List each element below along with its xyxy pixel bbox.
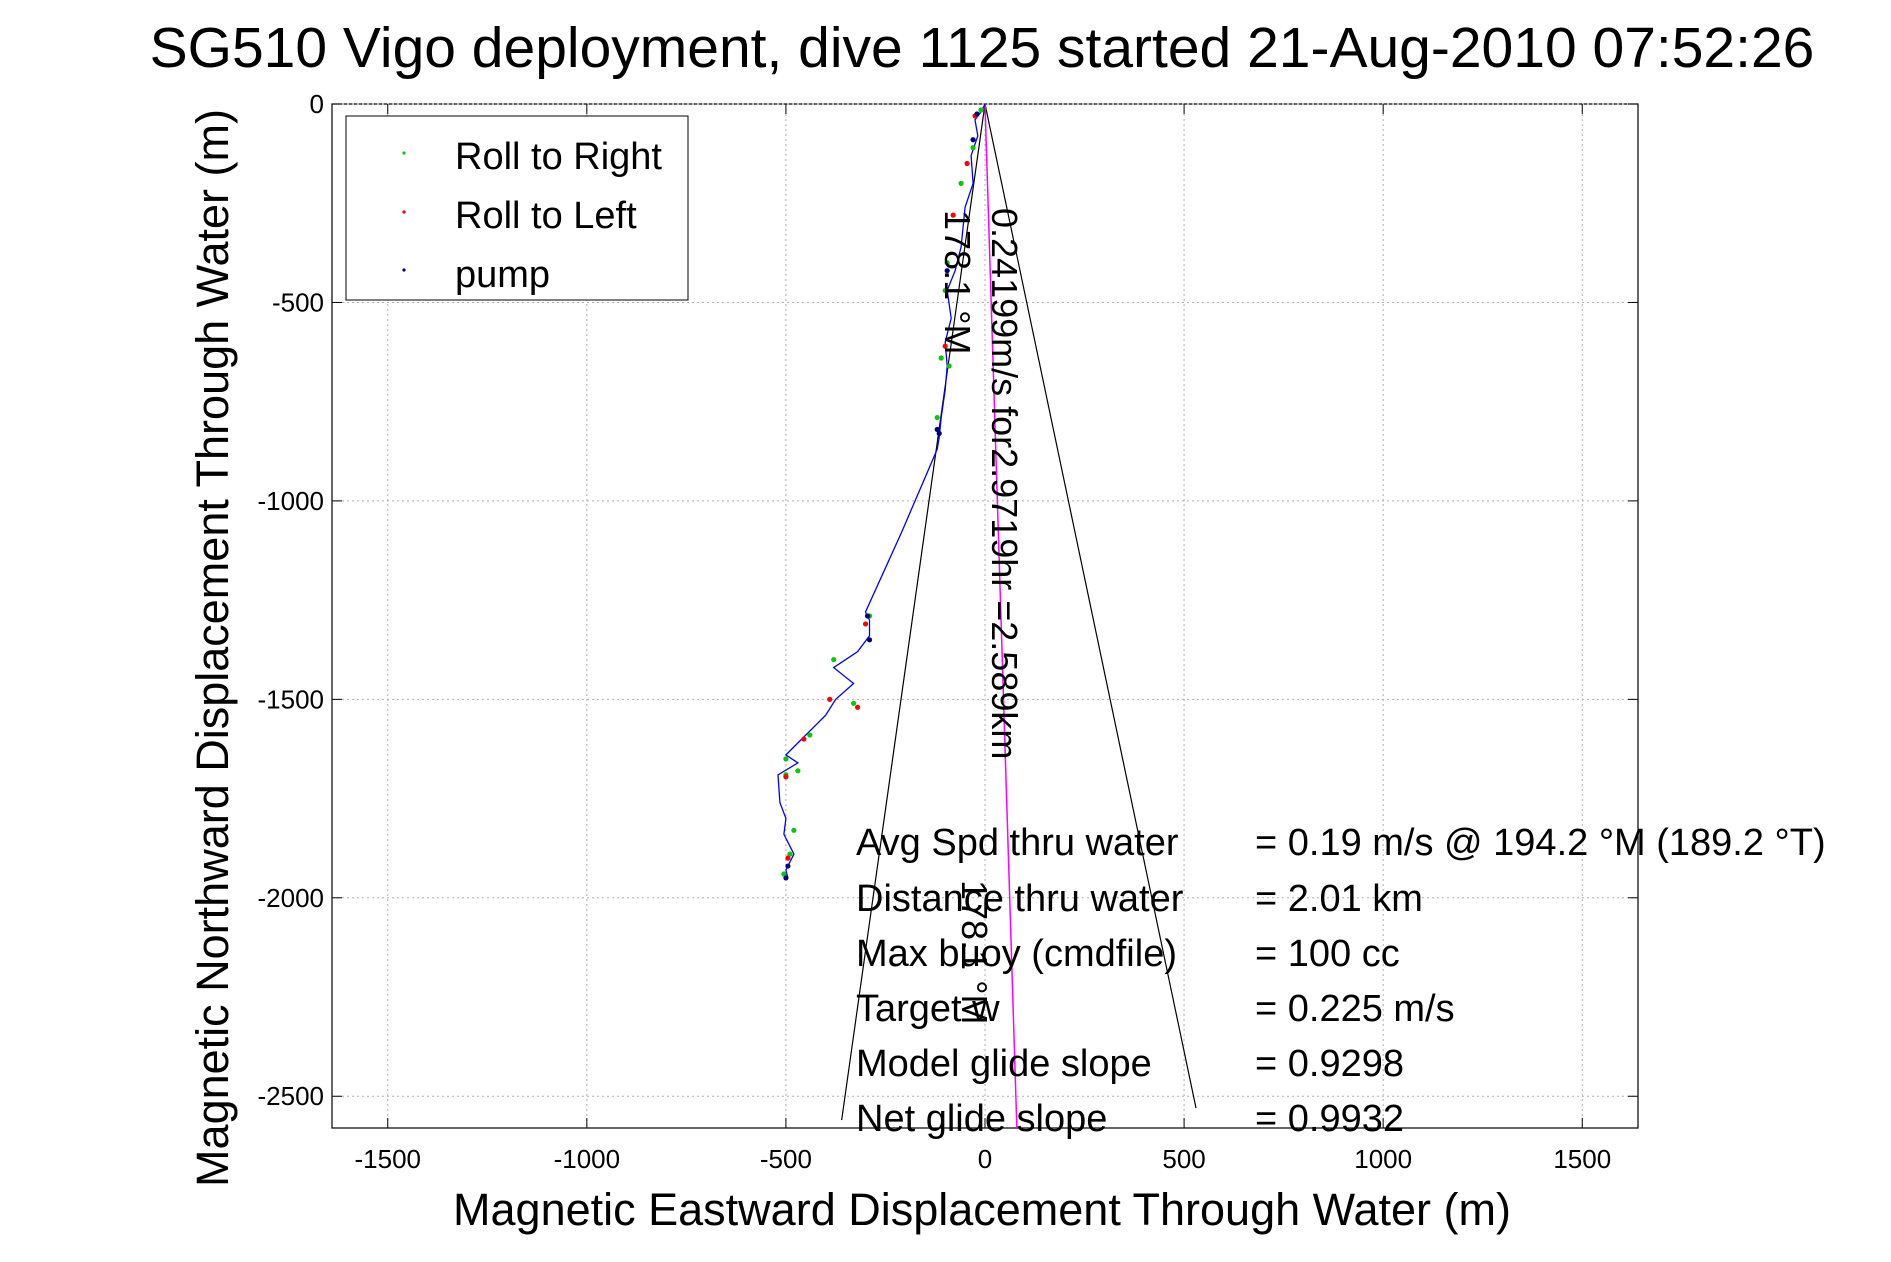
legend-marker-pump	[402, 268, 406, 272]
roll-right-point	[851, 700, 857, 706]
pump-points	[783, 111, 980, 881]
pump-point	[970, 137, 976, 143]
x-tick-label: -500	[760, 1144, 812, 1174]
roll-left-point	[854, 704, 861, 710]
legend-label-roll-right: Roll to Right	[455, 136, 662, 178]
legend-marker-roll-left	[402, 210, 406, 214]
stat-value-max-buoy: = 100 cc	[1255, 933, 1400, 975]
roll-left-point	[785, 855, 791, 861]
cone-line-left	[841, 103, 986, 1121]
heading-cone	[841, 103, 1197, 1121]
y-tick-label: -2500	[258, 1081, 325, 1111]
roll-right-point	[781, 871, 787, 877]
pump-point	[974, 111, 980, 117]
roll-right-point	[787, 851, 793, 857]
roll-left-point	[964, 160, 970, 167]
stat-label-distance: Distance thru water	[856, 878, 1184, 920]
current-heading-label: 178.1 °M	[954, 880, 995, 1024]
stat-value-avg-speed: = 0.19 m/s @ 194.2 °M (189.2 °T)	[1255, 822, 1826, 864]
x-tick-label: 1000	[1354, 1144, 1412, 1174]
y-tick-label: 0	[310, 89, 324, 119]
y-axis-label: Magnetic Northward Displacement Through …	[187, 109, 238, 1187]
legend-label-roll-left: Roll to Left	[455, 195, 637, 237]
roll-right-point	[946, 363, 952, 369]
stat-label-avg-speed: Avg Spd thru water	[856, 822, 1179, 864]
x-tick-label: 500	[1162, 1144, 1205, 1174]
heading-cone-label: 178.1 °M	[937, 210, 978, 354]
y-tick-label: -500	[272, 287, 324, 317]
grid-lines	[332, 103, 1638, 1128]
pump-point	[866, 637, 873, 643]
x-axis-label: Magnetic Eastward Displacement Through W…	[453, 1184, 1511, 1235]
stat-label-target-w: Target w	[856, 988, 1000, 1030]
roll-right-point	[831, 657, 837, 663]
stat-value-model-glide: = 0.9298	[1255, 1043, 1404, 1085]
current-vector	[984, 103, 1018, 1129]
y-tick-label: -1000	[258, 486, 325, 516]
roll-right-point	[807, 732, 813, 738]
y-tick-label: -2000	[258, 883, 325, 913]
stat-value-net-glide: = 0.9932	[1255, 1098, 1404, 1140]
roll-left-point	[783, 774, 789, 780]
x-tick-label: 0	[978, 1144, 992, 1174]
roll-right-point	[934, 414, 940, 421]
x-tick-label: 1500	[1553, 1144, 1611, 1174]
roll-right-point	[783, 756, 789, 762]
current-label: 0.24199m/s for2.9719hr =2.589km	[984, 208, 1025, 759]
roll-left-point	[801, 736, 807, 742]
stats-block: Avg Spd thru water = 0.19 m/s @ 194.2 °M…	[856, 822, 1826, 1140]
stat-label-model-glide: Model glide slope	[856, 1043, 1152, 1085]
pump-point	[785, 863, 791, 869]
roll-right-point	[970, 145, 976, 151]
roll-right-point	[958, 180, 964, 186]
roll-left-point	[827, 696, 833, 702]
pump-point	[934, 426, 940, 433]
stat-value-distance: = 2.01 km	[1255, 878, 1423, 920]
axis-ticks	[332, 103, 1638, 1128]
x-tick-label: -1500	[354, 1144, 421, 1174]
pump-point	[783, 875, 789, 881]
roll-right-point	[795, 768, 801, 774]
roll-right-point	[944, 260, 950, 266]
legend-label-pump: pump	[455, 254, 550, 296]
y-tick-label: -1500	[258, 684, 325, 714]
x-tick-labels: -1500 -1000 -500 0 500 1000 1500	[354, 1144, 1611, 1174]
current-vector-line	[984, 103, 1018, 1129]
x-tick-label: -1000	[554, 1144, 621, 1174]
roll-left-point	[862, 621, 869, 627]
roll-left-point	[942, 343, 948, 349]
legend: Roll to Right Roll to Left pump	[345, 115, 689, 301]
roll-right-point	[978, 107, 984, 113]
stat-label-net-glide: Net glide slope	[856, 1098, 1107, 1140]
pump-point	[864, 613, 871, 619]
pump-point	[936, 430, 942, 437]
cone-line-right	[984, 103, 1197, 1109]
stat-label-max-buoy: Max buoy (cmdfile)	[856, 933, 1177, 975]
legend-marker-roll-right	[402, 151, 406, 155]
pump-point	[944, 268, 950, 274]
y-tick-labels: 0 -500 -1000 -1500 -2000 -2500	[258, 89, 325, 1111]
roll-left-point	[950, 212, 956, 218]
chart-title: SG510 Vigo deployment, dive 1125 started…	[150, 16, 1815, 80]
stat-value-target-w: = 0.225 m/s	[1255, 988, 1455, 1030]
roll-right-point	[791, 827, 797, 833]
roll-right-point	[938, 355, 944, 361]
roll-left-points	[783, 113, 978, 861]
roll-right-point	[942, 287, 948, 294]
